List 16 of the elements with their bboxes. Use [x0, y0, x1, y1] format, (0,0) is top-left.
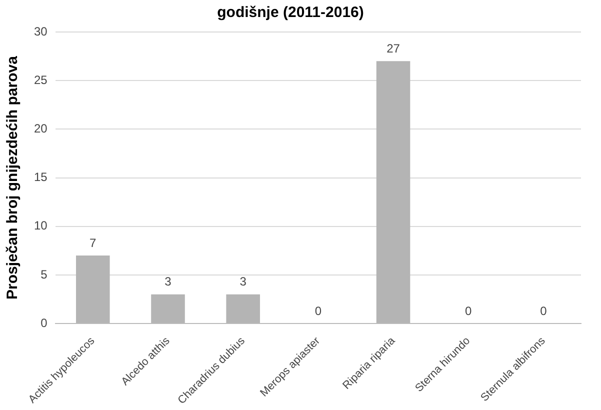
chart-title: godišnje (2011-2016)	[217, 4, 364, 22]
data-label: 27	[386, 41, 400, 56]
y-tick-label: 5	[40, 267, 48, 282]
y-tick-label: 15	[34, 170, 48, 184]
y-tick-label: 30	[34, 24, 48, 38]
y-tick-label: 0	[40, 316, 48, 330]
y-tick-label: 10	[34, 218, 48, 233]
data-label: 0	[314, 304, 322, 318]
y-tick-label: 20	[34, 121, 48, 136]
y-tick-label: 25	[34, 72, 48, 87]
data-label: 3	[164, 274, 172, 289]
data-label: 0	[465, 304, 472, 318]
data-label: 0	[540, 304, 548, 318]
data-label: 7	[90, 236, 97, 250]
data-label: 3	[240, 274, 247, 289]
y-axis-title: Prosječan broj gnijezdećih parova	[4, 55, 22, 300]
